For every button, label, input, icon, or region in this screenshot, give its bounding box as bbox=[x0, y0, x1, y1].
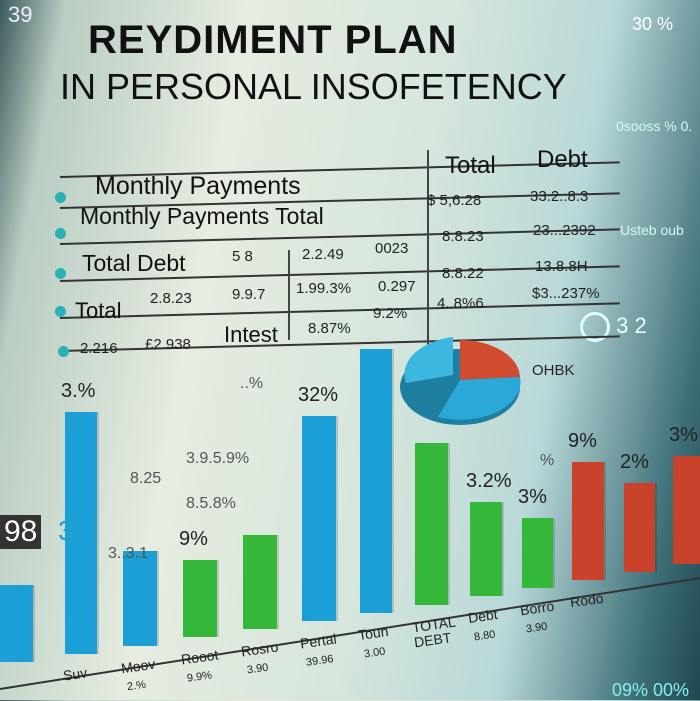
floating-label: 8.5.8% bbox=[186, 495, 236, 512]
cell: $ 5,6.28 bbox=[427, 192, 482, 209]
x-sub-label: 3.90 bbox=[246, 661, 270, 677]
side-number: 0sooss % 0. bbox=[616, 118, 693, 134]
pie-slice bbox=[438, 377, 521, 420]
x-tick-label: Rosro bbox=[240, 638, 280, 660]
row-label: Total bbox=[75, 298, 122, 323]
header-total: Total bbox=[445, 152, 496, 179]
data-label: 3.2% bbox=[466, 470, 512, 493]
data-label: 9% bbox=[568, 430, 597, 452]
cell: 1.99.3% bbox=[296, 280, 352, 297]
pie-label: OHBK bbox=[532, 362, 575, 379]
cell: £2.938 bbox=[145, 336, 191, 353]
bar bbox=[360, 348, 392, 613]
bar bbox=[0, 585, 33, 662]
x-tick-label: Borro bbox=[519, 597, 556, 619]
bullet-icon bbox=[55, 268, 66, 279]
bar bbox=[123, 550, 157, 646]
side-number: 30 % bbox=[632, 14, 674, 34]
x-sub-label: 8.80 bbox=[473, 628, 497, 644]
bar bbox=[572, 462, 604, 580]
x-tick-label: Toun bbox=[357, 622, 390, 643]
pie-slice bbox=[404, 337, 453, 383]
cell: 2.216 bbox=[80, 340, 118, 357]
table-line bbox=[288, 250, 290, 340]
header-debt: Debt bbox=[537, 146, 588, 173]
title-line-1: REYDIMENT PLAN bbox=[88, 18, 458, 62]
bar bbox=[183, 560, 217, 638]
row-label: Monthly Payments bbox=[95, 172, 301, 200]
x-tick-label: Debt bbox=[467, 606, 499, 627]
row-label: Total Debt bbox=[82, 250, 186, 276]
data-label: 3.% bbox=[61, 379, 96, 402]
x-tick-label: Rooot bbox=[180, 646, 220, 668]
bar bbox=[302, 416, 336, 621]
bullet-icon bbox=[55, 228, 66, 239]
cell: 5 8 bbox=[232, 248, 253, 265]
side-number: 39 bbox=[8, 2, 33, 27]
side-number: 09% 00% bbox=[612, 680, 690, 700]
table-line bbox=[59, 302, 620, 319]
ring-text: 3 2 bbox=[616, 312, 647, 338]
cell: 8.8.22 bbox=[442, 265, 484, 282]
x-sub-label: 39.96 bbox=[305, 653, 335, 669]
x-sub-label: 2.% bbox=[126, 678, 147, 693]
side-number: 98 bbox=[0, 515, 42, 549]
floating-label: % bbox=[540, 452, 555, 469]
table-line bbox=[59, 335, 620, 352]
row-label: Monthly Payments Total bbox=[80, 203, 324, 229]
cell: 9.2% bbox=[373, 305, 408, 322]
bar bbox=[243, 535, 277, 630]
cell: 0023 bbox=[375, 240, 409, 257]
bullet-icon bbox=[58, 346, 69, 357]
cell: 23...2392 bbox=[533, 222, 596, 239]
cell: Intest bbox=[224, 322, 278, 347]
floating-label: 3.9.5.9% bbox=[186, 450, 250, 467]
side-number: Usteb oub bbox=[620, 222, 684, 238]
data-label: 32% bbox=[298, 384, 339, 406]
bar bbox=[415, 442, 448, 605]
bar bbox=[673, 455, 700, 564]
data-label: 3% bbox=[518, 486, 547, 509]
x-sub-label: 3.00 bbox=[363, 645, 387, 661]
bullet-icon bbox=[55, 306, 66, 317]
cell: $3...237% bbox=[532, 285, 600, 302]
pie-chart bbox=[400, 337, 521, 425]
cell: 33.2..8.3 bbox=[530, 188, 589, 205]
pie-slice bbox=[460, 340, 520, 380]
cell: 4..8%6 bbox=[437, 295, 484, 312]
floating-label: 3..3.1 bbox=[108, 545, 149, 562]
cell: 0.297 bbox=[378, 278, 416, 295]
bar bbox=[65, 411, 97, 654]
cell: 8.8.23 bbox=[442, 228, 484, 245]
ring-icon bbox=[580, 312, 610, 342]
bar bbox=[470, 502, 502, 597]
x-sub-label: 9.9% bbox=[186, 669, 213, 686]
floating-label: 8.25 bbox=[130, 470, 162, 487]
bar bbox=[522, 518, 553, 589]
cell: 13.8.8H bbox=[535, 258, 588, 275]
bullet-icon bbox=[55, 192, 66, 203]
title-line-2: IN PERSONAL INSOFETENCY bbox=[60, 66, 567, 107]
x-sub-label: 3.90 bbox=[525, 620, 549, 636]
x-tick-label: Rodo bbox=[569, 589, 605, 611]
cell: 2.8.23 bbox=[150, 290, 192, 307]
cell: 9.9.7 bbox=[232, 286, 266, 303]
floating-label: ..% bbox=[240, 375, 264, 392]
ring-indicator: 3 2 bbox=[580, 312, 647, 342]
data-label: 9% bbox=[179, 528, 208, 551]
data-label: 3% bbox=[669, 423, 698, 446]
table-line bbox=[427, 150, 429, 350]
x-tick-label: Moov bbox=[120, 655, 157, 676]
data-label: 2% bbox=[620, 450, 649, 473]
cell: 8.87% bbox=[308, 320, 351, 337]
x-tick-label: Suv bbox=[62, 664, 89, 684]
bar bbox=[624, 482, 655, 572]
x-tick-label: Pertal bbox=[299, 630, 338, 652]
x-tick-label: TOTAL DEBT bbox=[411, 613, 457, 650]
cell: 2.2.49 bbox=[302, 246, 344, 263]
